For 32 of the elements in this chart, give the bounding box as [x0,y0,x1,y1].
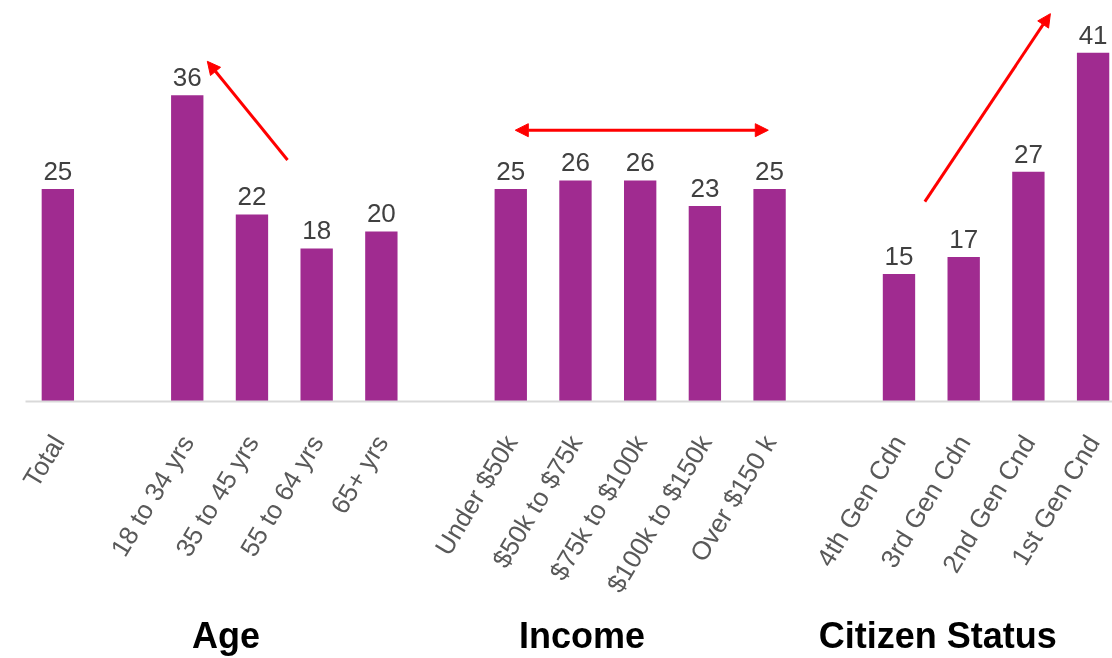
text: Citizen Status [818,614,1057,656]
bar [1012,171,1045,402]
text: Income [518,614,645,656]
data-label: 36 [172,62,202,93]
data-label: 23 [690,172,720,203]
data-label: 17 [949,223,979,254]
bar [41,188,75,402]
bar [753,188,786,402]
data-label: 27 [1013,138,1043,169]
data-label: 26 [625,147,655,178]
x-tick-label: 65+ yrs [324,429,395,519]
data-label: 15 [884,240,914,271]
data-label: 25 [43,155,73,186]
data-label: 25 [496,155,526,186]
data-label: 41 [1078,19,1108,50]
bar [365,231,398,402]
bar [624,180,657,402]
bar [235,214,269,402]
data-label: 26 [561,147,590,178]
bar [494,188,527,402]
text: Age [192,614,261,656]
bar [688,205,722,402]
data-label: 25 [755,155,785,186]
bar [559,180,592,402]
bar [300,248,333,402]
data-label: 20 [366,198,396,229]
bar [882,273,916,402]
bar [947,256,980,402]
data-label: 18 [302,215,332,246]
bar [1076,52,1110,402]
bar [171,95,204,402]
data-label: 22 [237,181,267,212]
